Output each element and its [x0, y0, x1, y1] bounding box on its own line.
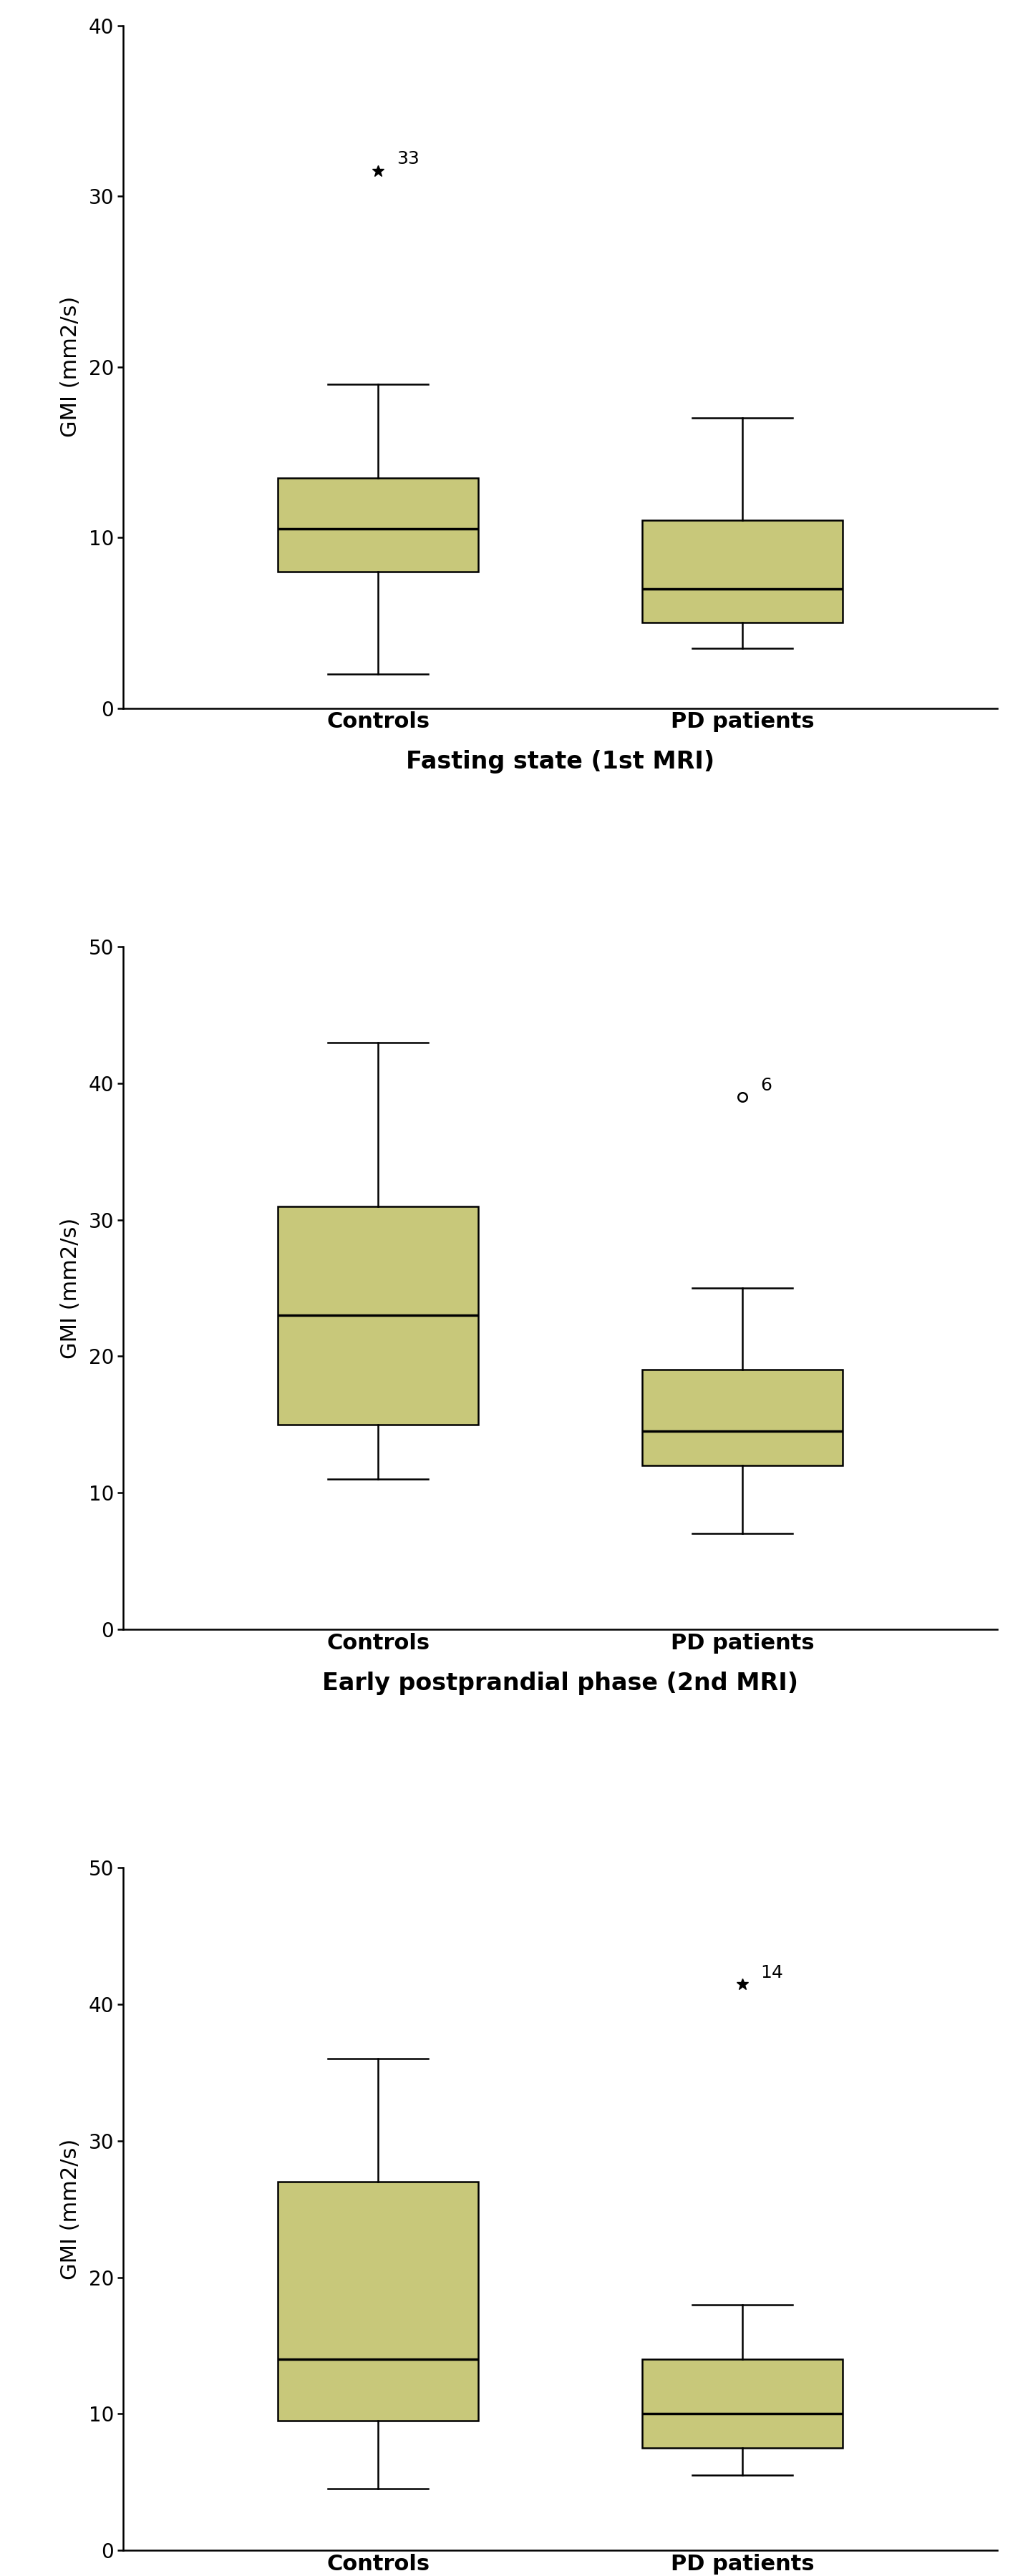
X-axis label: Early postprandial phase (2nd MRI): Early postprandial phase (2nd MRI) [322, 1672, 799, 1695]
Y-axis label: GMI (mm2/s): GMI (mm2/s) [60, 1218, 80, 1358]
Text: 6: 6 [761, 1077, 772, 1095]
Y-axis label: GMI (mm2/s): GMI (mm2/s) [60, 296, 80, 438]
PathPatch shape [642, 520, 842, 623]
PathPatch shape [279, 1206, 478, 1425]
Text: 14: 14 [761, 1963, 783, 1981]
PathPatch shape [279, 2182, 478, 2421]
PathPatch shape [279, 477, 478, 572]
PathPatch shape [642, 1370, 842, 1466]
Text: 33: 33 [397, 149, 419, 167]
PathPatch shape [642, 2360, 842, 2447]
X-axis label: Fasting state (1st MRI): Fasting state (1st MRI) [406, 750, 714, 773]
Y-axis label: GMI (mm2/s): GMI (mm2/s) [60, 2138, 80, 2280]
